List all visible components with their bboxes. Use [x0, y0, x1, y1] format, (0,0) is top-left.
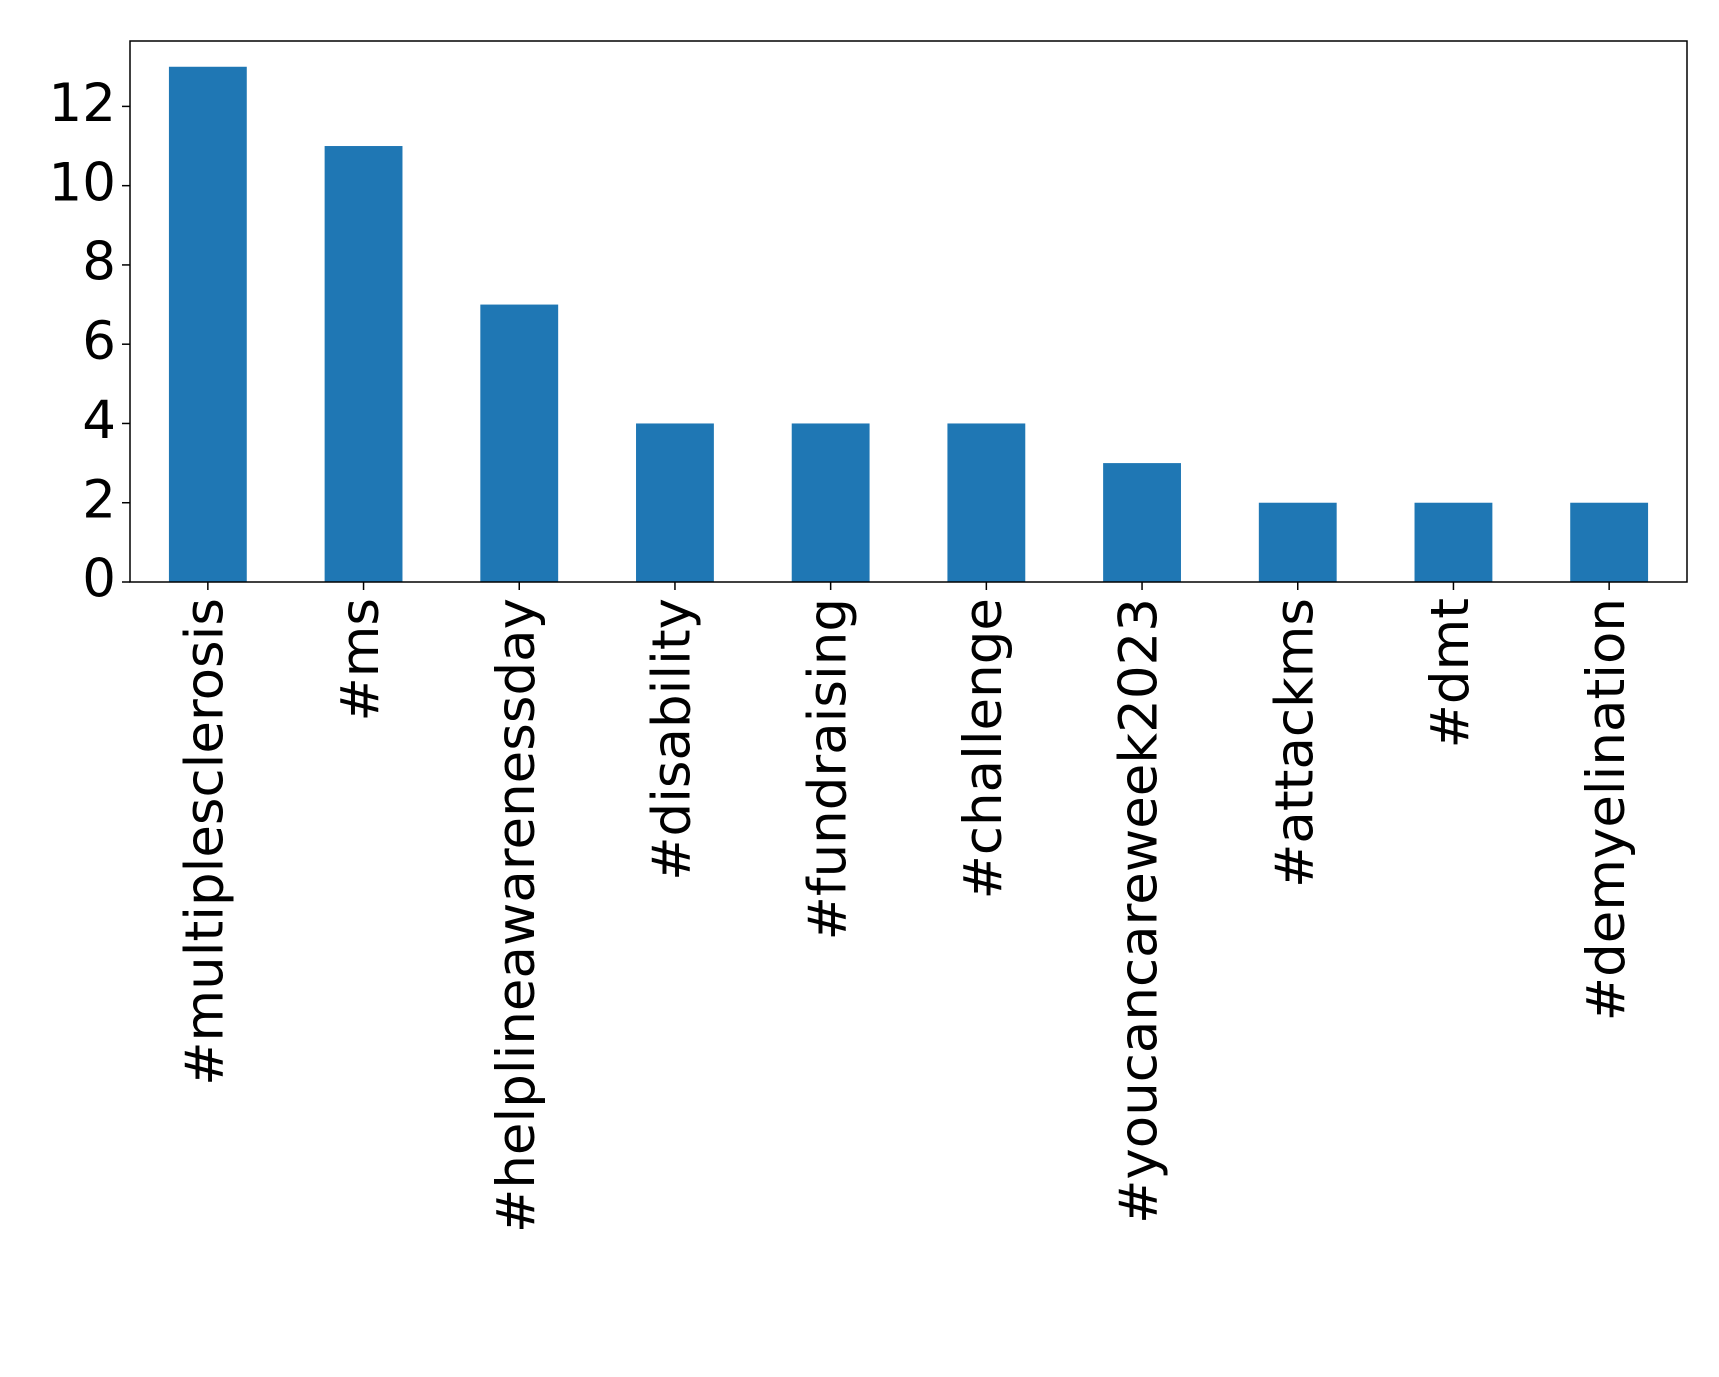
bar	[791, 423, 870, 582]
bar	[324, 146, 403, 582]
bar	[1258, 502, 1337, 582]
x-tick-label: #challenge	[953, 598, 1014, 900]
x-tick-label: #dmt	[1420, 598, 1481, 748]
bar	[480, 304, 559, 582]
x-tick-label: #youcancareweek2023	[1109, 598, 1170, 1224]
y-tick-label: 8	[82, 232, 116, 293]
bar	[1414, 502, 1493, 582]
x-tick-label: #ms	[330, 598, 391, 722]
x-tick-label: #fundraising	[797, 598, 858, 940]
bar	[636, 423, 714, 582]
bar	[168, 66, 247, 582]
y-tick-label: 0	[82, 549, 116, 610]
bar	[1570, 502, 1649, 582]
x-tick-label: #multiplesclerosis	[174, 598, 235, 1086]
x-tick-label: #helplineawarenessday	[486, 598, 547, 1233]
y-tick-label: 4	[82, 390, 116, 451]
y-tick-label: 12	[49, 73, 116, 134]
y-tick-label: 6	[82, 311, 116, 372]
plot-frame	[129, 40, 1688, 583]
bar	[1103, 463, 1181, 582]
x-tick-label: #demyelination	[1576, 598, 1637, 1021]
x-tick-label: #attackms	[1264, 598, 1325, 888]
y-tick-label: 2	[82, 469, 116, 530]
x-tick-label: #disability	[642, 598, 703, 881]
bar	[947, 423, 1026, 582]
y-tick-label: 10	[49, 152, 116, 213]
